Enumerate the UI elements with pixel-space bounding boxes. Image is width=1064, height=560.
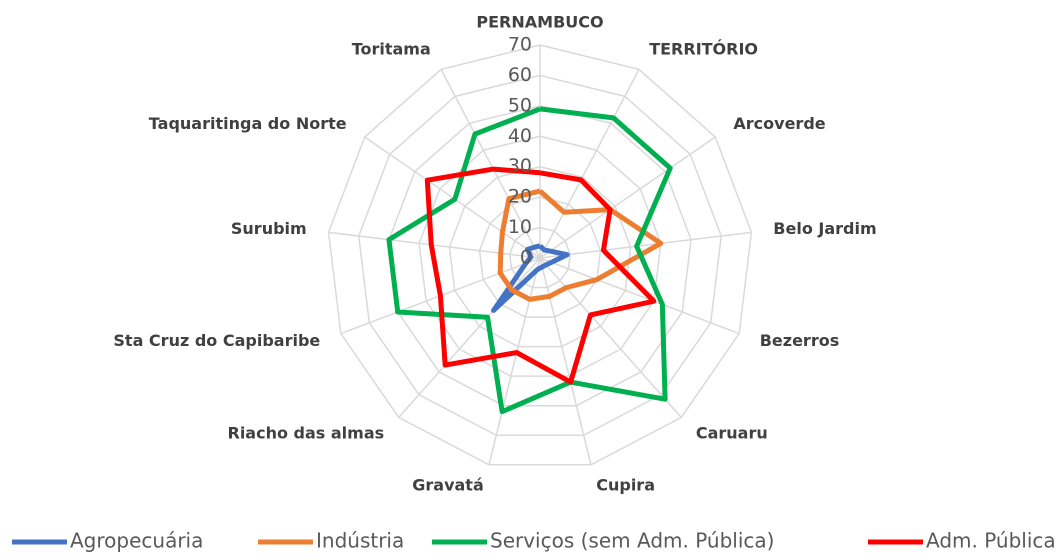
category-label: Taquaritinga do Norte	[149, 114, 347, 133]
category-label: Riacho das almas	[228, 423, 385, 442]
spoke	[440, 69, 541, 259]
tick-label: 40	[508, 125, 532, 147]
legend-label: Agropecuária	[70, 529, 203, 553]
category-label: Bezerros	[760, 331, 840, 350]
category-label: PERNAMBUCO	[476, 13, 603, 32]
category-label: Caruaru	[696, 423, 768, 442]
category-label: Gravatá	[412, 476, 484, 495]
spoke	[539, 69, 640, 259]
spoke	[539, 257, 592, 465]
spoke	[539, 257, 740, 335]
legend-label: Serviços (sem Adm. Pública)	[490, 529, 774, 553]
category-label: Cupira	[596, 476, 655, 495]
grid-ring	[357, 74, 723, 437]
category-label: Surubim	[231, 219, 307, 238]
grid-ring	[418, 135, 662, 377]
category-label: Toritama	[352, 39, 431, 58]
tick-label: 10	[508, 216, 532, 238]
spoke	[398, 257, 541, 418]
tick-label: 0	[520, 247, 532, 269]
spoke	[328, 231, 541, 259]
category-label: Sta Cruz do Capibaribe	[113, 331, 320, 350]
tick-label: 50	[508, 94, 532, 116]
spoke	[488, 257, 541, 465]
series-line	[386, 106, 673, 415]
tick-label: 60	[508, 64, 532, 86]
category-label: TERRITÓRIO	[649, 39, 758, 58]
tick-label: 30	[508, 155, 532, 177]
grid-ring	[478, 196, 602, 318]
grid-ring	[388, 105, 692, 407]
legend-label: Indústria	[316, 529, 404, 553]
category-label: Arcoverde	[733, 114, 825, 133]
series-line	[424, 166, 657, 385]
series-line	[497, 188, 664, 302]
spoke	[364, 136, 541, 259]
tick-label: 70	[508, 34, 532, 56]
grid-ring	[327, 44, 753, 466]
spoke	[539, 231, 752, 259]
spoke	[539, 257, 682, 418]
grid-ring	[509, 226, 571, 289]
legend-label: Adm. Pública	[926, 529, 1056, 553]
series-line	[491, 243, 570, 313]
tick-label: 20	[508, 186, 532, 208]
spoke	[539, 136, 716, 259]
category-label: Belo Jardim	[773, 219, 876, 238]
